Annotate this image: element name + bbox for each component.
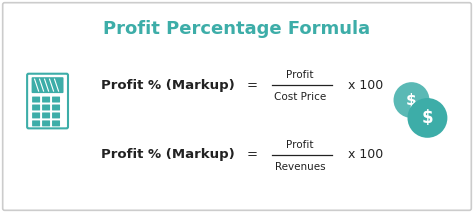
FancyBboxPatch shape xyxy=(32,112,40,118)
FancyBboxPatch shape xyxy=(32,77,64,93)
Text: Profit: Profit xyxy=(286,70,314,80)
FancyBboxPatch shape xyxy=(52,120,60,126)
FancyBboxPatch shape xyxy=(3,3,471,210)
Text: x 100: x 100 xyxy=(347,79,383,92)
FancyBboxPatch shape xyxy=(27,74,68,128)
Text: $: $ xyxy=(406,92,417,108)
Text: $: $ xyxy=(422,109,433,127)
Circle shape xyxy=(393,82,429,118)
Text: x 100: x 100 xyxy=(347,148,383,161)
Text: Revenues: Revenues xyxy=(274,162,325,172)
Text: Profit % (Markup): Profit % (Markup) xyxy=(101,148,235,161)
FancyBboxPatch shape xyxy=(52,96,60,102)
Circle shape xyxy=(408,98,447,138)
FancyBboxPatch shape xyxy=(32,105,40,111)
FancyBboxPatch shape xyxy=(52,105,60,111)
FancyBboxPatch shape xyxy=(42,112,50,118)
FancyBboxPatch shape xyxy=(32,120,40,126)
Text: Profit % (Markup): Profit % (Markup) xyxy=(101,79,235,92)
FancyBboxPatch shape xyxy=(42,105,50,111)
FancyBboxPatch shape xyxy=(32,96,40,102)
Text: =: = xyxy=(246,148,257,161)
Text: Profit Percentage Formula: Profit Percentage Formula xyxy=(103,20,371,37)
FancyBboxPatch shape xyxy=(52,112,60,118)
FancyBboxPatch shape xyxy=(42,120,50,126)
Text: Profit: Profit xyxy=(286,140,314,150)
Text: Cost Price: Cost Price xyxy=(273,92,326,102)
Text: =: = xyxy=(246,79,257,92)
FancyBboxPatch shape xyxy=(42,96,50,102)
